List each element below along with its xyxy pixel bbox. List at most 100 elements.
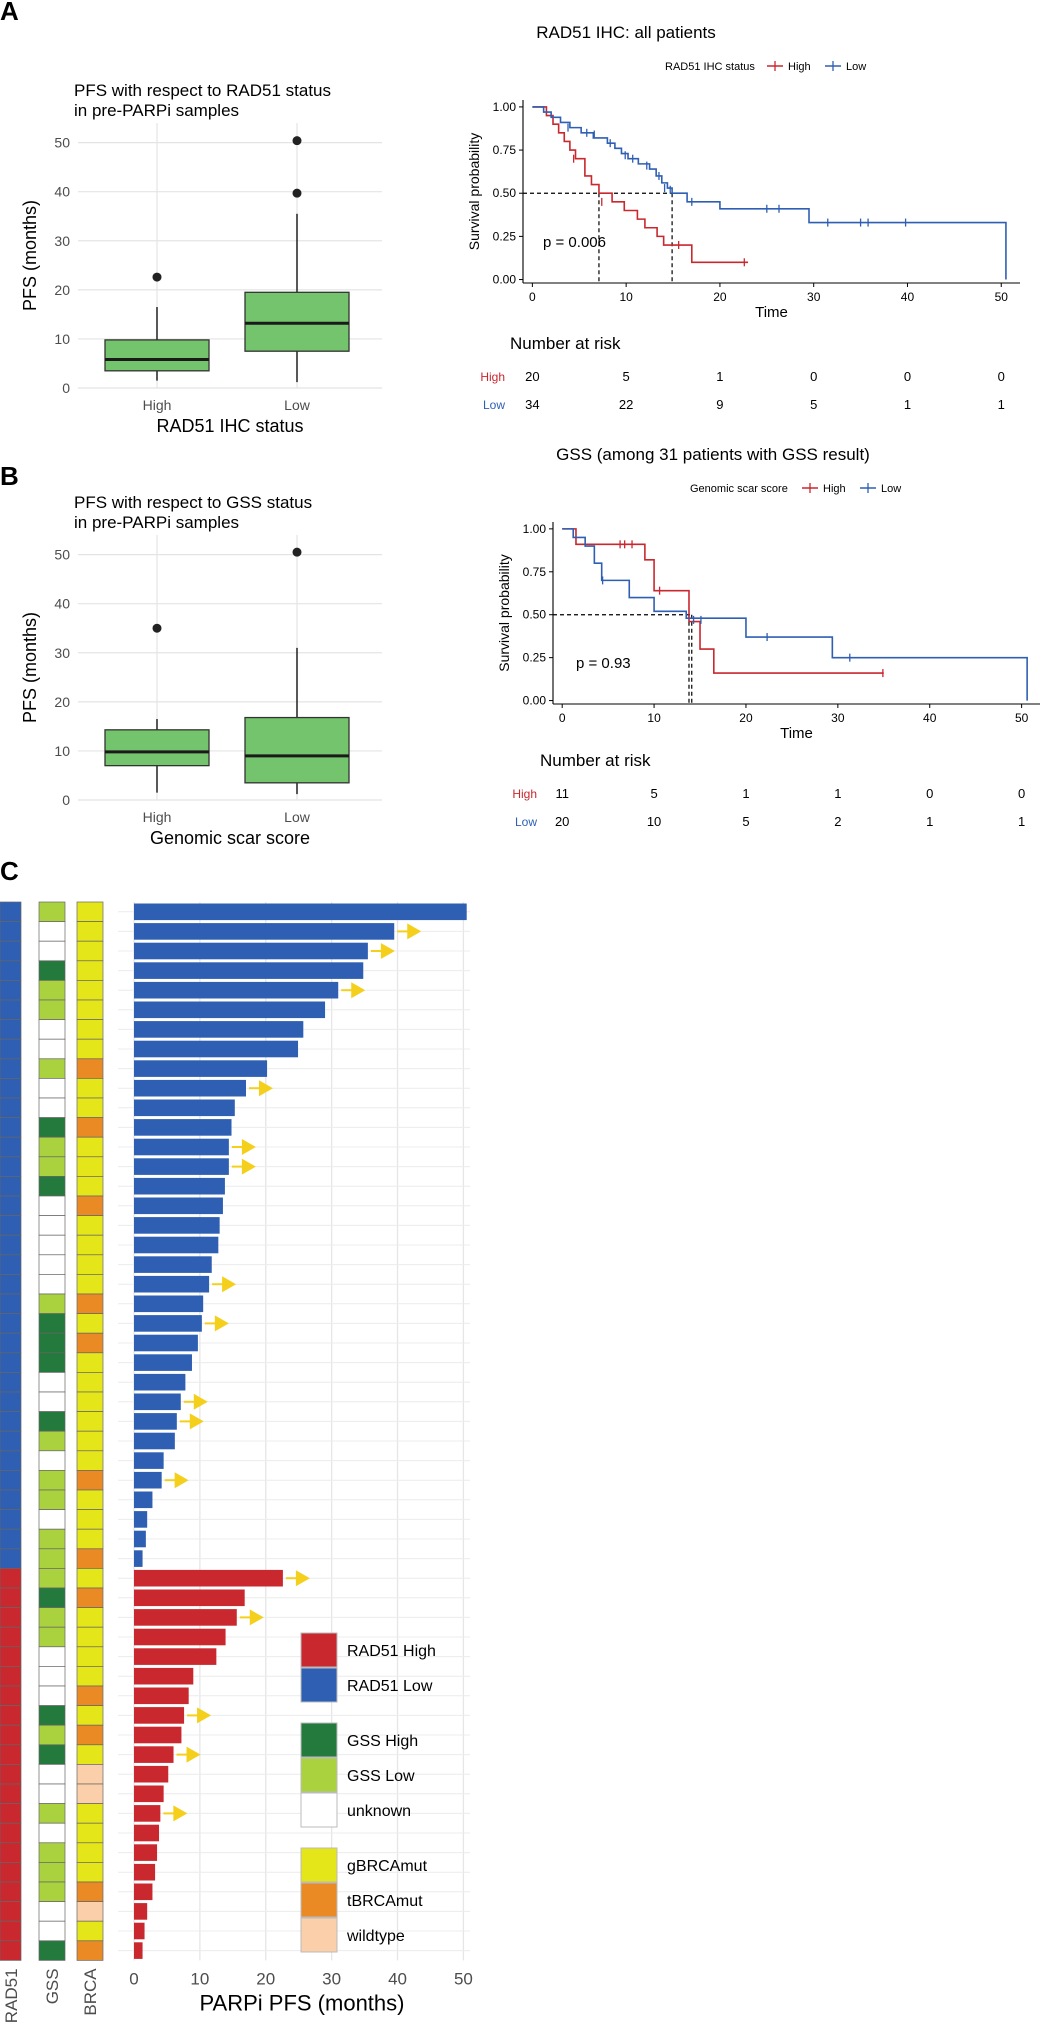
rad51-cell (0, 1489, 22, 1510)
gss-cell (38, 1372, 66, 1393)
pfs-bar (134, 1922, 145, 1940)
y-tick-label: 0.75 (493, 143, 517, 157)
rad51-cell (0, 1881, 22, 1902)
brca-cell (76, 1822, 104, 1844)
x-tick-label: Low (284, 397, 311, 413)
pfs-bar (134, 1589, 245, 1607)
rad51-cell (0, 1509, 22, 1530)
gss-cell (38, 1920, 66, 1942)
risk-count: 10 (647, 814, 661, 829)
pfs-bar (134, 1530, 146, 1548)
pfs-bar (134, 1863, 156, 1881)
brca-cell (76, 1509, 104, 1530)
gss-cell (38, 1352, 66, 1373)
pfs-bar (134, 1373, 186, 1391)
brca-cell (76, 1156, 104, 1177)
rad51-cell (0, 1313, 22, 1334)
risk-count: 1 (742, 786, 749, 801)
gss-cell (38, 1528, 66, 1550)
panel-label-a: A (0, 0, 19, 26)
legend-label: GSS High (347, 1733, 418, 1750)
risk-count: 5 (623, 369, 630, 384)
pfs-bar (134, 1511, 148, 1528)
box-title: PFS with respect to GSS status (74, 493, 312, 512)
y-tick-label: 0.25 (493, 229, 517, 243)
rad51-cell (0, 940, 22, 962)
legend-label: unknown (347, 1803, 411, 1820)
y-tick-label: 0 (62, 380, 70, 396)
rad51-cell (0, 1097, 22, 1118)
brca-cell (76, 1274, 104, 1295)
pfs-bar (134, 1001, 326, 1019)
rad51-cell (0, 1156, 22, 1177)
pfs-bar (134, 1687, 189, 1705)
gss-cell (38, 1019, 66, 1040)
rad51-cell (0, 1234, 22, 1256)
rad51-cell (0, 1332, 22, 1354)
y-tick-label: 30 (54, 233, 70, 249)
pfs-bar (134, 1785, 164, 1803)
risk-count: 5 (650, 786, 657, 801)
pfs-bar (134, 1452, 164, 1469)
y-axis-label: Survival probability (466, 133, 482, 251)
pfs-bar (134, 1942, 143, 1959)
risk-title: Number at risk (540, 751, 651, 770)
rad51-cell (0, 1842, 22, 1863)
rad51-cell (0, 1136, 22, 1158)
rad51-cell (0, 1176, 22, 1197)
rad51-cell (0, 1568, 22, 1589)
brca-cell (76, 1411, 104, 1432)
ongoing-arrow-icon (249, 1609, 264, 1626)
legend-label-low: Low (846, 61, 866, 73)
legend-label: wildtype (346, 1928, 405, 1945)
legend-label: tBRCAmut (347, 1893, 423, 1910)
risk-count: 0 (998, 369, 1005, 384)
gss-cell (38, 940, 66, 962)
x-tick-label: 10 (619, 290, 633, 304)
risk-count: 0 (904, 369, 911, 384)
gss-cell (38, 1568, 66, 1589)
rad51-cell (0, 1685, 22, 1706)
box-high (104, 339, 210, 372)
y-tick-label: 0.00 (493, 273, 517, 287)
rad51-cell (0, 1430, 22, 1452)
y-tick-label: 0.75 (523, 565, 547, 579)
km-curve-high (562, 528, 884, 674)
risk-count: 1 (716, 369, 723, 384)
brca-cell (76, 1626, 104, 1648)
x-tick-label: 0 (129, 1969, 138, 1988)
gss-cell (38, 1607, 66, 1628)
pfs-bar (134, 903, 467, 921)
gss-cell (38, 1450, 66, 1471)
brca-cell (76, 1607, 104, 1628)
brca-cell (76, 1117, 104, 1138)
pfs-bar (134, 1903, 148, 1920)
rad51-cell (0, 1352, 22, 1373)
pfs-bar (134, 1844, 158, 1861)
ongoing-arrow-icon (173, 1805, 188, 1822)
pfs-bar (134, 923, 395, 940)
rad51-cell (0, 1215, 22, 1236)
x-tick-label: 10 (647, 711, 661, 725)
y-axis-label: PFS (months) (20, 200, 40, 311)
gss-cell (38, 1548, 66, 1569)
gss-cell (38, 1842, 66, 1863)
legend-swatch-unknown (300, 1792, 338, 1828)
km-title: GSS (among 31 patients with GSS result) (556, 445, 870, 464)
risk-count: 2 (834, 814, 841, 829)
pfs-bar (134, 1217, 220, 1234)
x-tick-label: 30 (831, 711, 845, 725)
x-tick-label: 0 (559, 711, 566, 725)
km-plot-rad51: RAD51 IHC: all patients RAD51 IHC status H… (466, 23, 1020, 412)
rad51-cell (0, 1293, 22, 1314)
brca-cell (76, 1724, 104, 1746)
rad51-cell (0, 1822, 22, 1844)
risk-count: 0 (1018, 786, 1025, 801)
brca-cell (76, 1528, 104, 1550)
y-tick-label: 20 (54, 694, 70, 710)
rad51-cell (0, 901, 22, 922)
pfs-bar (134, 1491, 153, 1509)
y-tick-label: 30 (54, 645, 70, 661)
ongoing-arrow-icon (189, 1413, 204, 1430)
